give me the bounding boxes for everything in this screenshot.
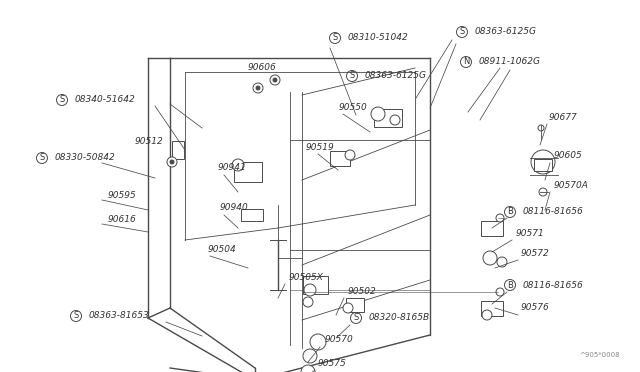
Text: 90940: 90940 [220, 203, 249, 212]
Circle shape [232, 159, 244, 171]
Text: 90571: 90571 [516, 228, 545, 237]
Circle shape [273, 78, 277, 82]
Text: 08911-1062G: 08911-1062G [479, 58, 541, 67]
Circle shape [253, 83, 263, 93]
Circle shape [497, 257, 507, 267]
Circle shape [496, 288, 504, 296]
Circle shape [270, 75, 280, 85]
Circle shape [371, 107, 385, 121]
Circle shape [345, 150, 355, 160]
Text: S: S [60, 96, 65, 105]
Text: S: S [460, 28, 465, 36]
Bar [346, 298, 364, 312]
Bar [330, 151, 350, 166]
Circle shape [304, 284, 316, 296]
Circle shape [538, 125, 544, 131]
Text: 08363-6125G: 08363-6125G [475, 28, 537, 36]
Circle shape [301, 365, 315, 372]
Circle shape [390, 115, 400, 125]
Bar [303, 276, 328, 294]
Circle shape [531, 150, 555, 174]
Circle shape [539, 188, 547, 196]
Bar [374, 109, 402, 127]
Bar [241, 209, 263, 221]
Text: 90512: 90512 [135, 138, 164, 147]
Text: 90570: 90570 [325, 336, 354, 344]
Text: 90550: 90550 [339, 103, 368, 112]
Text: 90519: 90519 [306, 144, 335, 153]
Text: 08116-81656: 08116-81656 [523, 280, 584, 289]
Text: 90677: 90677 [549, 113, 578, 122]
Text: S: S [349, 71, 355, 80]
Circle shape [483, 251, 497, 265]
Text: ^905*0008: ^905*0008 [579, 352, 620, 358]
Bar [481, 301, 503, 315]
Text: B: B [507, 280, 513, 289]
Text: 08310-51042: 08310-51042 [348, 33, 409, 42]
Text: 90606: 90606 [248, 64, 276, 73]
Text: 08363-81653: 08363-81653 [89, 311, 150, 321]
Text: S: S [353, 314, 358, 323]
Text: 90505X: 90505X [289, 273, 324, 282]
Text: 90576: 90576 [521, 304, 550, 312]
Bar [234, 162, 262, 182]
Circle shape [310, 334, 326, 350]
Circle shape [496, 214, 504, 222]
Text: S: S [332, 33, 338, 42]
Text: 90570A: 90570A [554, 180, 589, 189]
Text: 08320-8165B: 08320-8165B [369, 314, 430, 323]
Text: 90572: 90572 [521, 250, 550, 259]
Bar [534, 159, 552, 171]
Circle shape [256, 86, 260, 90]
Text: 90605: 90605 [554, 151, 583, 160]
Circle shape [170, 160, 174, 164]
Text: S: S [74, 311, 79, 321]
Text: 08363-6125G: 08363-6125G [365, 71, 427, 80]
Bar [172, 141, 184, 159]
Circle shape [303, 349, 317, 363]
Text: 90504: 90504 [208, 246, 237, 254]
Text: 90595: 90595 [108, 192, 137, 201]
Text: 08116-81656: 08116-81656 [523, 208, 584, 217]
Circle shape [303, 297, 313, 307]
Text: 08330-50842: 08330-50842 [55, 154, 116, 163]
Circle shape [482, 310, 492, 320]
Text: 90575: 90575 [318, 359, 347, 369]
Circle shape [343, 303, 353, 313]
Circle shape [167, 157, 177, 167]
Text: 08340-51642: 08340-51642 [75, 96, 136, 105]
Text: N: N [463, 58, 469, 67]
Text: 90941: 90941 [218, 164, 247, 173]
Bar [481, 221, 503, 235]
Text: S: S [40, 154, 45, 163]
Text: 90616: 90616 [108, 215, 137, 224]
Text: B: B [507, 208, 513, 217]
Text: 90502: 90502 [348, 288, 377, 296]
